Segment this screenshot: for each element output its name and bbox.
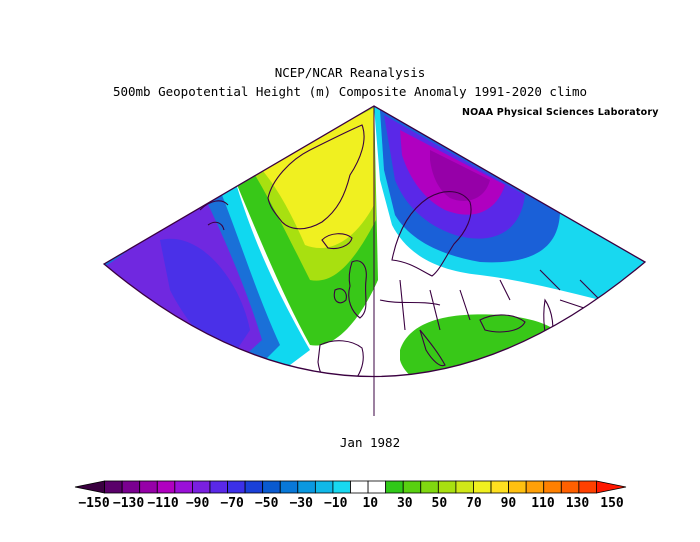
colorbar-box [174,480,193,494]
colorbar-box [543,480,562,494]
colorbar-box [473,480,492,494]
russia-magenta-core [430,150,490,201]
iberia-coast [317,340,364,377]
colorbar-labels: −150 −130 −110 −90 −70 −50 −30 −10 10 30 50 70 90 110… [78,496,624,511]
map-subtitle: 500mb Geopotential Height (m) Composite … [112,84,588,99]
colorbar-tick-label: −10 [324,496,348,511]
colorbar-box [244,480,264,494]
colorbar-box [227,480,246,494]
colorbar-box [437,480,457,494]
italy-coast [419,329,446,367]
colorbar-tick-label: −50 [255,496,279,511]
colorbar-box [596,480,627,494]
colorbar-box [74,480,105,494]
colorbar-box [350,480,369,494]
black-sea-coast [479,314,526,333]
colorbar-box [367,480,387,494]
scandinavia-coast [391,191,472,277]
greenland-yellow-core [262,108,374,249]
europe-borders [300,269,601,377]
colorbar-box [262,480,281,494]
colorbar-box [121,480,141,494]
colorbar-tick-label: −90 [186,496,210,511]
colorbar-box [508,480,527,494]
colorbar-box [525,480,545,494]
colorbar-tick-label: −130 [113,496,144,511]
colorbar-tick-label: −70 [220,496,244,511]
map-frame [102,105,647,378]
colorbar-tick-label: 150 [600,496,624,511]
greenland-coast [267,124,365,230]
colorbar-box [191,480,211,494]
colorbar-tick-label: 130 [566,496,590,511]
colorbar-box [402,480,422,494]
colorbar-box [560,480,580,494]
period-label: Jan 1982 [339,435,401,450]
north-america-coast [199,200,229,231]
colorbar-box [279,480,299,494]
colorbar-box [297,480,316,494]
colorbar-box [455,480,474,494]
colorbar-tick-label: −110 [147,496,178,511]
colorbar-tick-label: 10 [362,496,378,511]
colorbar-box [332,480,351,494]
colorbar-box [420,480,439,494]
colorbar-tick-label: 70 [466,496,482,511]
colorbar-tick-label: −150 [78,496,109,511]
colorbar-box [139,480,158,494]
colorbar-tick-label: 90 [501,496,517,511]
coastlines [199,124,601,377]
ireland-coast [333,288,347,304]
colorbar-tick-label: 110 [531,496,555,511]
colorbar-box [314,480,334,494]
iceland-coast [321,233,353,250]
map-title: NCEP/NCAR Reanalysis [274,65,426,80]
colorbar-boxes [74,480,627,494]
britain-coast [348,260,367,319]
colorbar-box [156,480,176,494]
colorbar-box [578,480,597,494]
colorbar-box [209,480,228,494]
colorbar-box [104,480,123,494]
credit-label: NOAA Physical Sciences Laboratory [462,107,659,118]
colorbar-box [385,480,404,494]
atlantic-blue-inner [160,238,250,360]
colorbar-tick-label: 30 [397,496,413,511]
colorbar-tick-label: 50 [432,496,448,511]
colorbar-box [490,480,509,494]
colorbar-tick-label: −30 [289,496,313,511]
